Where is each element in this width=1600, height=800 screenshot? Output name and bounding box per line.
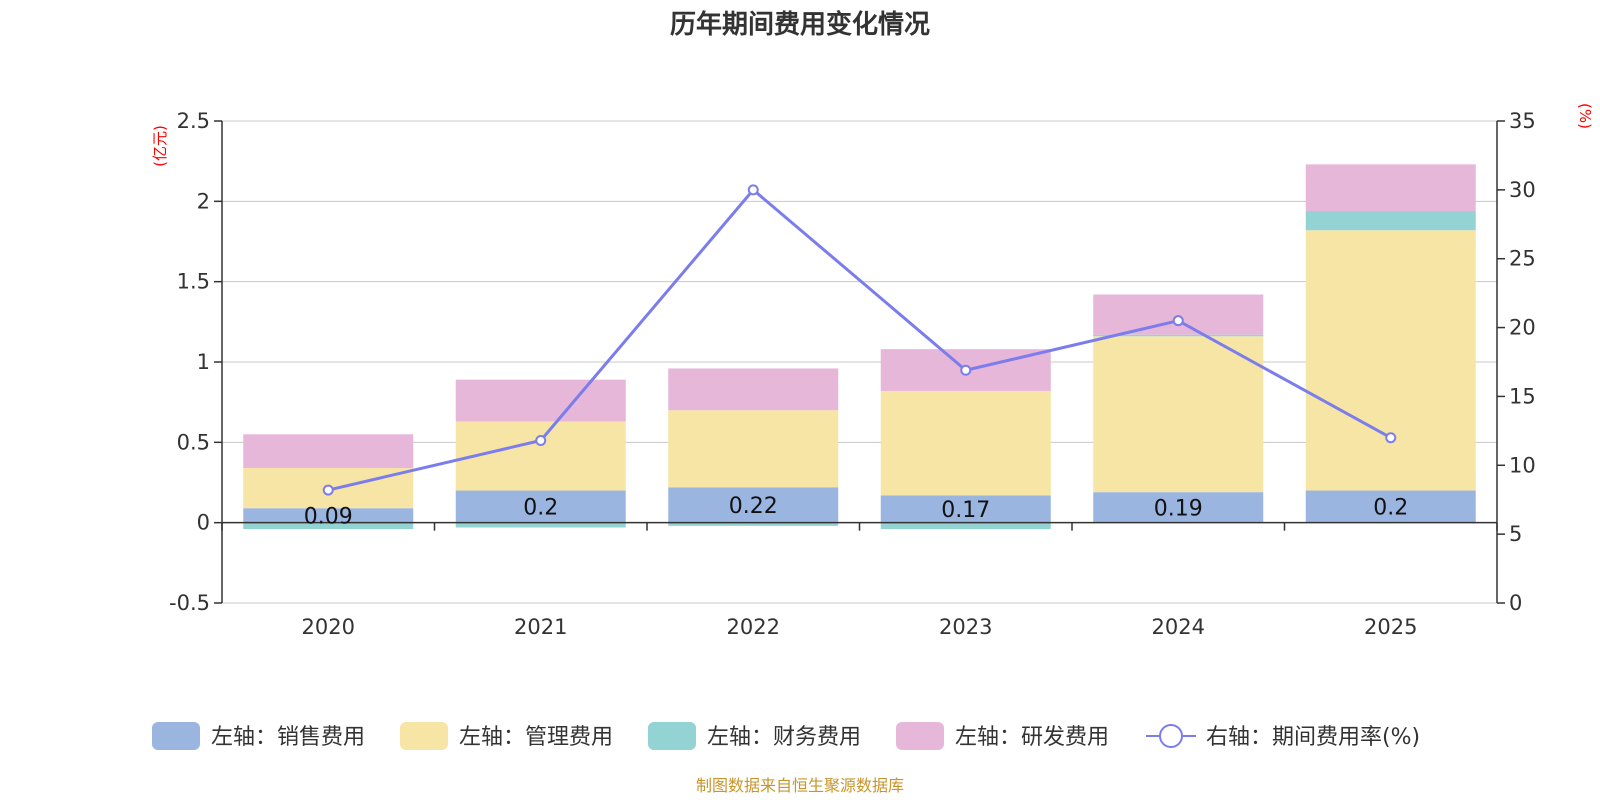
bar-finance	[1093, 334, 1264, 337]
bar-sales	[455, 490, 626, 523]
bar-sales	[1305, 490, 1476, 523]
bar-data-label: 0.2	[523, 496, 558, 521]
left-axis-tick-label: 0	[197, 511, 210, 535]
bar-rd	[1093, 294, 1264, 335]
bar-finance	[668, 522, 839, 526]
bar-data-label: 0.22	[729, 494, 778, 519]
right-axis-tick-label: 10	[1509, 453, 1536, 477]
rate-point	[1385, 432, 1397, 444]
bar-finance	[243, 522, 414, 530]
legend-swatch-rd	[896, 722, 944, 750]
bar-rd	[1305, 164, 1476, 211]
bar-data-label: 0.19	[1154, 496, 1203, 521]
x-axis-tick-label: 2023	[939, 615, 992, 639]
legend-swatch-finance	[648, 722, 696, 750]
bar-sales	[880, 495, 1051, 523]
right-axis-tick-label: 20	[1509, 316, 1536, 340]
right-axis-tick-label: 30	[1509, 178, 1536, 202]
left-axis-tick-label: 2.5	[177, 109, 210, 133]
rate-point	[747, 184, 759, 196]
left-axis-tick-label: 0.5	[177, 430, 210, 454]
bar-finance	[455, 522, 626, 528]
bar-rd	[668, 368, 839, 411]
left-axis-unit: (亿元)	[151, 125, 169, 167]
bar-rd	[243, 434, 414, 469]
rate-point	[322, 484, 334, 496]
legend-label-rd: 左轴：研发费用	[955, 725, 1109, 750]
x-axis-tick-label: 2025	[1364, 615, 1417, 639]
bar-data-label: 0.17	[941, 498, 990, 523]
bar-finance	[1305, 210, 1476, 231]
x-axis-tick-label: 2024	[1152, 615, 1205, 639]
legend-label-rate: 右轴：期间费用率(%)	[1206, 725, 1420, 750]
right-axis-tick-label: 25	[1509, 247, 1536, 271]
x-axis-tick-label: 2022	[727, 615, 780, 639]
left-axis-tick-label: 1	[197, 350, 210, 374]
rate-point	[1172, 315, 1184, 327]
bar-admin	[880, 390, 1051, 496]
rate-point	[960, 364, 972, 376]
left-axis-tick-label: 1.5	[177, 270, 210, 294]
chart-title: 历年期间费用变化情况	[670, 9, 930, 40]
right-axis-unit: (%)	[1576, 103, 1594, 129]
rate-point	[535, 434, 547, 446]
bar-admin	[1093, 336, 1264, 493]
bar-sales	[1093, 492, 1264, 523]
legend-swatch-admin	[400, 722, 448, 750]
bar-data-label: 0.2	[1373, 496, 1408, 521]
rate-line	[327, 187, 1392, 492]
bar-admin	[455, 421, 626, 491]
legend-swatch-rate-marker	[1159, 724, 1183, 748]
bar-data-label: 0.09	[304, 504, 353, 529]
legend-swatch-sales	[152, 722, 200, 750]
bar-admin	[668, 410, 839, 488]
legend-label-admin: 左轴：管理费用	[459, 725, 613, 750]
x-axis-tick-label: 2020	[302, 615, 355, 639]
x-axis-tick-label: 2021	[514, 615, 567, 639]
bar-admin	[1305, 230, 1476, 491]
right-axis-tick-label: 5	[1509, 522, 1522, 546]
bar-sales	[243, 508, 414, 523]
right-axis-tick-label: 0	[1509, 591, 1522, 615]
bar-finance	[880, 522, 1051, 530]
left-axis-tick-label: -0.5	[169, 591, 210, 615]
bar-rd	[455, 379, 626, 422]
bar-sales	[668, 487, 839, 523]
source-note: 制图数据来自恒生聚源数据库	[696, 776, 904, 795]
legend-label-sales: 左轴：销售费用	[211, 725, 365, 750]
right-axis-tick-label: 35	[1509, 109, 1536, 133]
left-axis-tick-label: 2	[197, 189, 210, 213]
legend-label-finance: 左轴：财务费用	[707, 725, 861, 750]
right-axis-tick-label: 15	[1509, 384, 1536, 408]
